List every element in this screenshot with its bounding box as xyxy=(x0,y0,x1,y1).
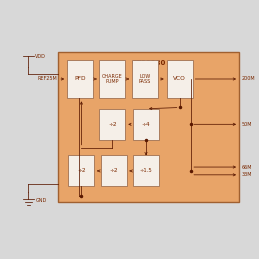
Text: 33M: 33M xyxy=(242,172,252,177)
Bar xyxy=(132,60,158,98)
Text: ÷2: ÷2 xyxy=(109,168,118,174)
Text: 200M: 200M xyxy=(242,76,255,82)
Text: CT20980: CT20980 xyxy=(131,60,166,66)
Bar xyxy=(133,155,159,186)
Bar xyxy=(99,60,125,98)
Text: REF25M: REF25M xyxy=(37,76,57,82)
Text: VDD: VDD xyxy=(35,54,46,60)
Text: VCO: VCO xyxy=(173,76,186,82)
Text: ÷1.5: ÷1.5 xyxy=(140,168,152,174)
Text: ÷4: ÷4 xyxy=(142,122,150,127)
Bar xyxy=(99,109,125,140)
Text: GND: GND xyxy=(35,198,47,203)
Bar xyxy=(67,60,93,98)
Bar xyxy=(68,155,94,186)
Bar xyxy=(58,52,239,202)
Text: CHARGE
PUMP: CHARGE PUMP xyxy=(102,74,123,84)
Text: LOW
PASS: LOW PASS xyxy=(139,74,151,84)
Bar xyxy=(101,155,127,186)
Text: 50M: 50M xyxy=(242,122,252,127)
Text: ÷2: ÷2 xyxy=(108,122,117,127)
Text: PFD: PFD xyxy=(74,76,86,82)
Bar xyxy=(167,60,192,98)
Text: 66M: 66M xyxy=(242,164,252,170)
Text: ÷2: ÷2 xyxy=(77,168,86,174)
Bar xyxy=(133,109,159,140)
